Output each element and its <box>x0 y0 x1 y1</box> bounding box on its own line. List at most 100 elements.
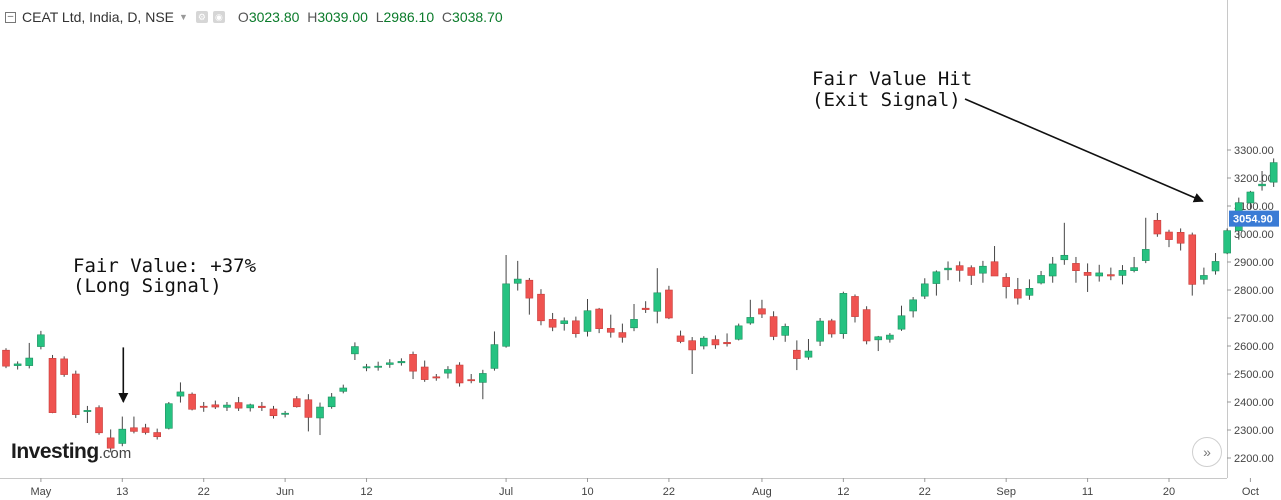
candle-body <box>862 309 871 342</box>
caret-down-icon[interactable]: ▼ <box>179 12 188 22</box>
candle-body <box>25 357 34 366</box>
minus-square-icon[interactable]: – <box>5 11 16 23</box>
candle <box>199 402 208 412</box>
candle-body <box>118 428 127 444</box>
candle <box>490 331 499 371</box>
candle <box>688 337 696 374</box>
candle-body <box>1037 275 1045 284</box>
candle-body <box>874 336 883 341</box>
candle <box>385 359 394 368</box>
candle <box>37 330 45 350</box>
candle-body <box>1246 191 1255 204</box>
candle <box>734 323 743 341</box>
candle-body <box>909 299 917 312</box>
y-tick-label: 3300.00 <box>1234 145 1274 157</box>
close-value: 3038.70 <box>452 9 503 25</box>
annotation-long-signal-text: Fair Value: +37% <box>73 255 257 277</box>
candle <box>130 416 138 434</box>
candle-body <box>897 315 906 330</box>
symbol-title[interactable]: CEAT Ltd, India, D, NSE <box>22 9 174 25</box>
candle-body <box>688 340 696 351</box>
annotation-exit-signal-text: Fair Value Hit <box>812 68 972 90</box>
candle <box>909 297 917 318</box>
x-tick-label: Jul <box>499 486 513 498</box>
gear-icon[interactable]: ⚙ <box>195 11 208 23</box>
candle <box>362 363 371 372</box>
candle-body <box>141 427 150 433</box>
candle-body <box>839 293 848 334</box>
candle-body <box>1188 234 1197 285</box>
candle <box>420 360 429 382</box>
x-tick-label: 12 <box>360 486 372 498</box>
candle <box>769 311 778 341</box>
candle <box>676 330 685 344</box>
candle-body <box>1048 263 1057 277</box>
x-tick-label: Aug <box>752 486 772 498</box>
candle-body <box>886 334 894 340</box>
candle <box>816 318 824 346</box>
x-tick-label: 22 <box>198 486 210 498</box>
double-chevron-right-icon[interactable]: » <box>1192 437 1222 467</box>
open-value: 3023.80 <box>248 9 300 25</box>
candle-body <box>641 307 650 310</box>
candle <box>595 307 603 334</box>
candle-body <box>990 261 999 277</box>
candle-body <box>665 289 673 319</box>
candle <box>665 285 673 320</box>
candle-body <box>153 432 161 438</box>
candle-body <box>1095 272 1104 277</box>
candle-body <box>723 342 731 345</box>
candle <box>1130 256 1138 273</box>
candle <box>862 306 871 345</box>
candle-body <box>1083 272 1092 276</box>
candle <box>292 396 301 408</box>
candle <box>1037 270 1045 285</box>
candle-body <box>932 271 941 284</box>
candle-body <box>1211 261 1220 272</box>
candle-body <box>804 350 813 358</box>
candle-body <box>37 334 45 347</box>
candle <box>1002 273 1010 299</box>
candle-body <box>165 403 173 429</box>
candle-body <box>269 408 278 417</box>
candle <box>804 339 813 360</box>
candle <box>572 316 580 338</box>
candle <box>1072 256 1080 283</box>
candle <box>641 301 650 313</box>
candle <box>339 384 348 394</box>
candle-body <box>827 320 836 335</box>
candle-body <box>653 292 662 312</box>
candle-body <box>234 402 243 409</box>
candle-body <box>1223 230 1231 254</box>
candle-body <box>223 404 231 408</box>
x-tick-label: 20 <box>1163 486 1175 498</box>
x-tick-label: 12 <box>837 486 849 498</box>
candle-body <box>130 427 138 432</box>
eye-icon[interactable]: ◉ <box>212 11 225 23</box>
candle-body <box>979 265 987 274</box>
low-label: L <box>375 9 384 25</box>
x-tick-label: 10 <box>581 486 593 498</box>
candle <box>455 362 464 387</box>
candle <box>618 323 627 343</box>
candle-body <box>1176 232 1185 244</box>
candle-body <box>1130 267 1138 271</box>
candle <box>944 261 952 281</box>
candle <box>711 335 720 349</box>
candle <box>653 268 662 324</box>
candle-body <box>188 393 196 410</box>
candle-body <box>955 265 964 271</box>
y-tick-label: 3200.00 <box>1234 173 1274 185</box>
x-tick-label: Jun <box>276 486 294 498</box>
candle-body <box>176 391 185 397</box>
candle <box>1258 171 1266 191</box>
candle-body <box>769 316 778 337</box>
candle <box>839 291 848 339</box>
candle-body <box>758 308 766 315</box>
candle-body <box>1060 254 1069 261</box>
candle-body <box>327 396 336 408</box>
candle-body <box>444 369 452 374</box>
candle <box>606 314 615 338</box>
candle <box>630 304 638 332</box>
